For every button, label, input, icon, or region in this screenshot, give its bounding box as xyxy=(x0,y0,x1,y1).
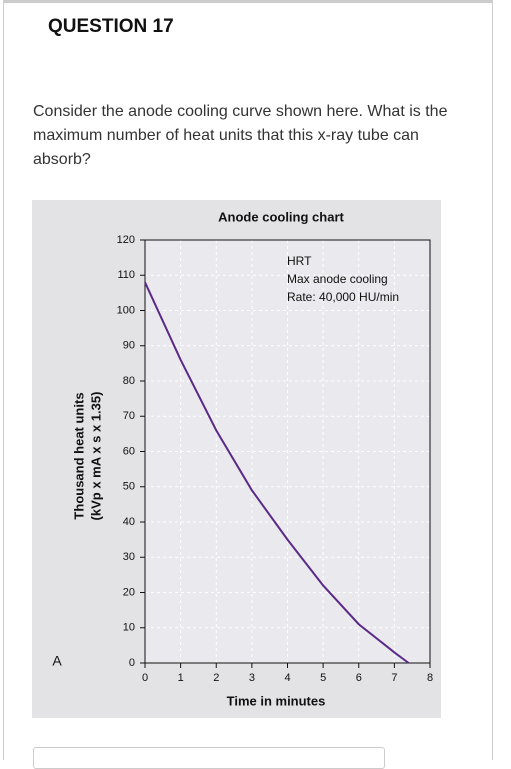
question-frame xyxy=(3,0,493,760)
question-title: QUESTION 17 xyxy=(48,16,174,37)
y-tick-label: 100 xyxy=(117,304,135,316)
cooling-curve xyxy=(144,281,410,664)
x-tick-label: 4 xyxy=(284,672,290,684)
y-tick-label: 70 xyxy=(123,410,135,422)
y-tick-label: 10 xyxy=(123,622,135,634)
y-tick-label: 90 xyxy=(123,340,135,352)
chart: Anode cooling chart Time in minutes Thou… xyxy=(32,200,441,718)
y-tick-label: 80 xyxy=(123,375,135,387)
plot-frame xyxy=(144,239,431,664)
x-tick-label: 8 xyxy=(427,672,433,684)
y-tick-label: 30 xyxy=(123,551,135,563)
annotation: Rate: 40,000 HU/min xyxy=(287,290,399,304)
annotation: HRT xyxy=(287,254,312,268)
y-axis-label: Thousand heat units xyxy=(71,392,86,519)
x-tick-label: 6 xyxy=(356,672,362,684)
x-tick-label: 7 xyxy=(391,672,397,684)
y-tick-label: 20 xyxy=(123,586,135,598)
answer-box[interactable] xyxy=(33,747,385,769)
x-tick-label: 3 xyxy=(249,672,255,684)
y-axis-label: (kVp x mA x s x 1.35) xyxy=(88,392,103,521)
x-tick-label: 1 xyxy=(178,672,184,684)
y-tick-label: 0 xyxy=(129,657,135,669)
question-text: Consider the anode cooling curve shown h… xyxy=(33,103,448,168)
y-tick-label: 120 xyxy=(117,234,135,246)
x-axis-label: Time in minutes xyxy=(227,693,326,708)
chart-title: Anode cooling chart xyxy=(218,209,344,224)
y-tick-label: 40 xyxy=(123,516,135,528)
y-tick-label: 110 xyxy=(117,269,135,281)
panel-label: A xyxy=(52,653,62,669)
x-tick-label: 5 xyxy=(320,672,326,684)
x-tick-label: 2 xyxy=(213,672,219,684)
annotation: Max anode cooling xyxy=(287,272,388,286)
y-tick-label: 50 xyxy=(123,481,135,493)
y-tick-label: 60 xyxy=(123,445,135,457)
x-tick-label: 0 xyxy=(142,672,148,684)
